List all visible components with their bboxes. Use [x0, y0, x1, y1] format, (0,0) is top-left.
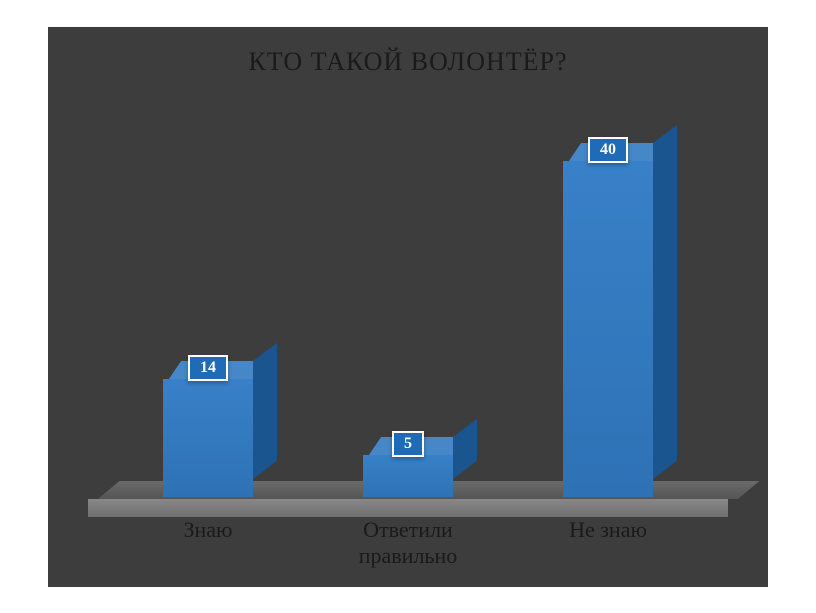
bar-value-label-2: 40	[588, 137, 628, 163]
x-axis-labels: Знаю Ответили правильно Не знаю	[88, 517, 728, 570]
chart-plot-area: 14 5 40	[88, 87, 728, 517]
chart-title: КТО ТАКОЙ ВОЛОНТЁР?	[88, 47, 728, 77]
bar-value-label-1: 5	[392, 431, 424, 457]
chart-container: КТО ТАКОЙ ВОЛОНТЁР? 14 5	[48, 27, 768, 587]
bar-0	[163, 379, 253, 497]
x-label-2: Не знаю	[518, 517, 698, 570]
bar-group-0: 14	[118, 355, 298, 497]
bar-group-1: 5	[318, 431, 498, 497]
bar-1	[363, 455, 453, 497]
bars-wrapper: 14 5 40	[108, 117, 708, 497]
x-label-0: Знаю	[118, 517, 298, 570]
x-label-1: Ответили правильно	[318, 517, 498, 570]
bar-group-2: 40	[518, 137, 698, 497]
bar-value-label-0: 14	[188, 355, 228, 381]
bar-2	[563, 161, 653, 497]
